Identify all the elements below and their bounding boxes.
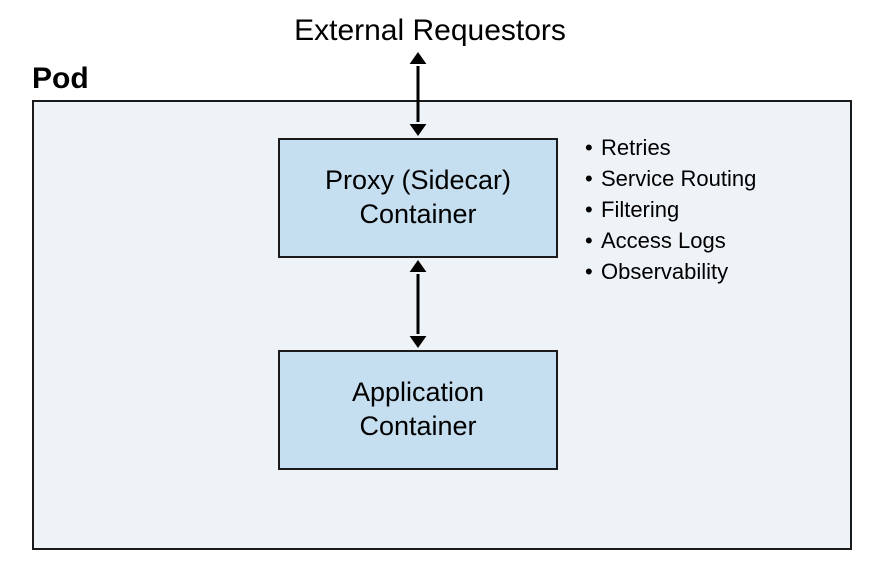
proxy-container-text: Proxy (Sidecar) Container: [325, 164, 511, 232]
list-item: Filtering: [585, 194, 756, 225]
application-container-box: Application Container: [278, 350, 558, 470]
app-line2: Container: [359, 411, 476, 441]
app-line1: Application: [352, 377, 484, 407]
pod-label: Pod: [32, 62, 89, 96]
list-item: Access Logs: [585, 225, 756, 256]
external-requestors-label: External Requestors: [260, 14, 600, 48]
feature-bullets: Retries Service Routing Filtering Access…: [585, 132, 756, 287]
proxy-line1: Proxy (Sidecar): [325, 165, 511, 195]
list-item: Service Routing: [585, 163, 756, 194]
diagram-canvas: External Requestors Pod Proxy (Sidecar) …: [0, 0, 885, 578]
arrow-proxy-to-app: [404, 260, 432, 348]
proxy-line2: Container: [359, 199, 476, 229]
arrow-external-to-proxy: [404, 52, 432, 136]
list-item: Retries: [585, 132, 756, 163]
list-item: Observability: [585, 256, 756, 287]
proxy-container-box: Proxy (Sidecar) Container: [278, 138, 558, 258]
application-container-text: Application Container: [352, 376, 484, 444]
